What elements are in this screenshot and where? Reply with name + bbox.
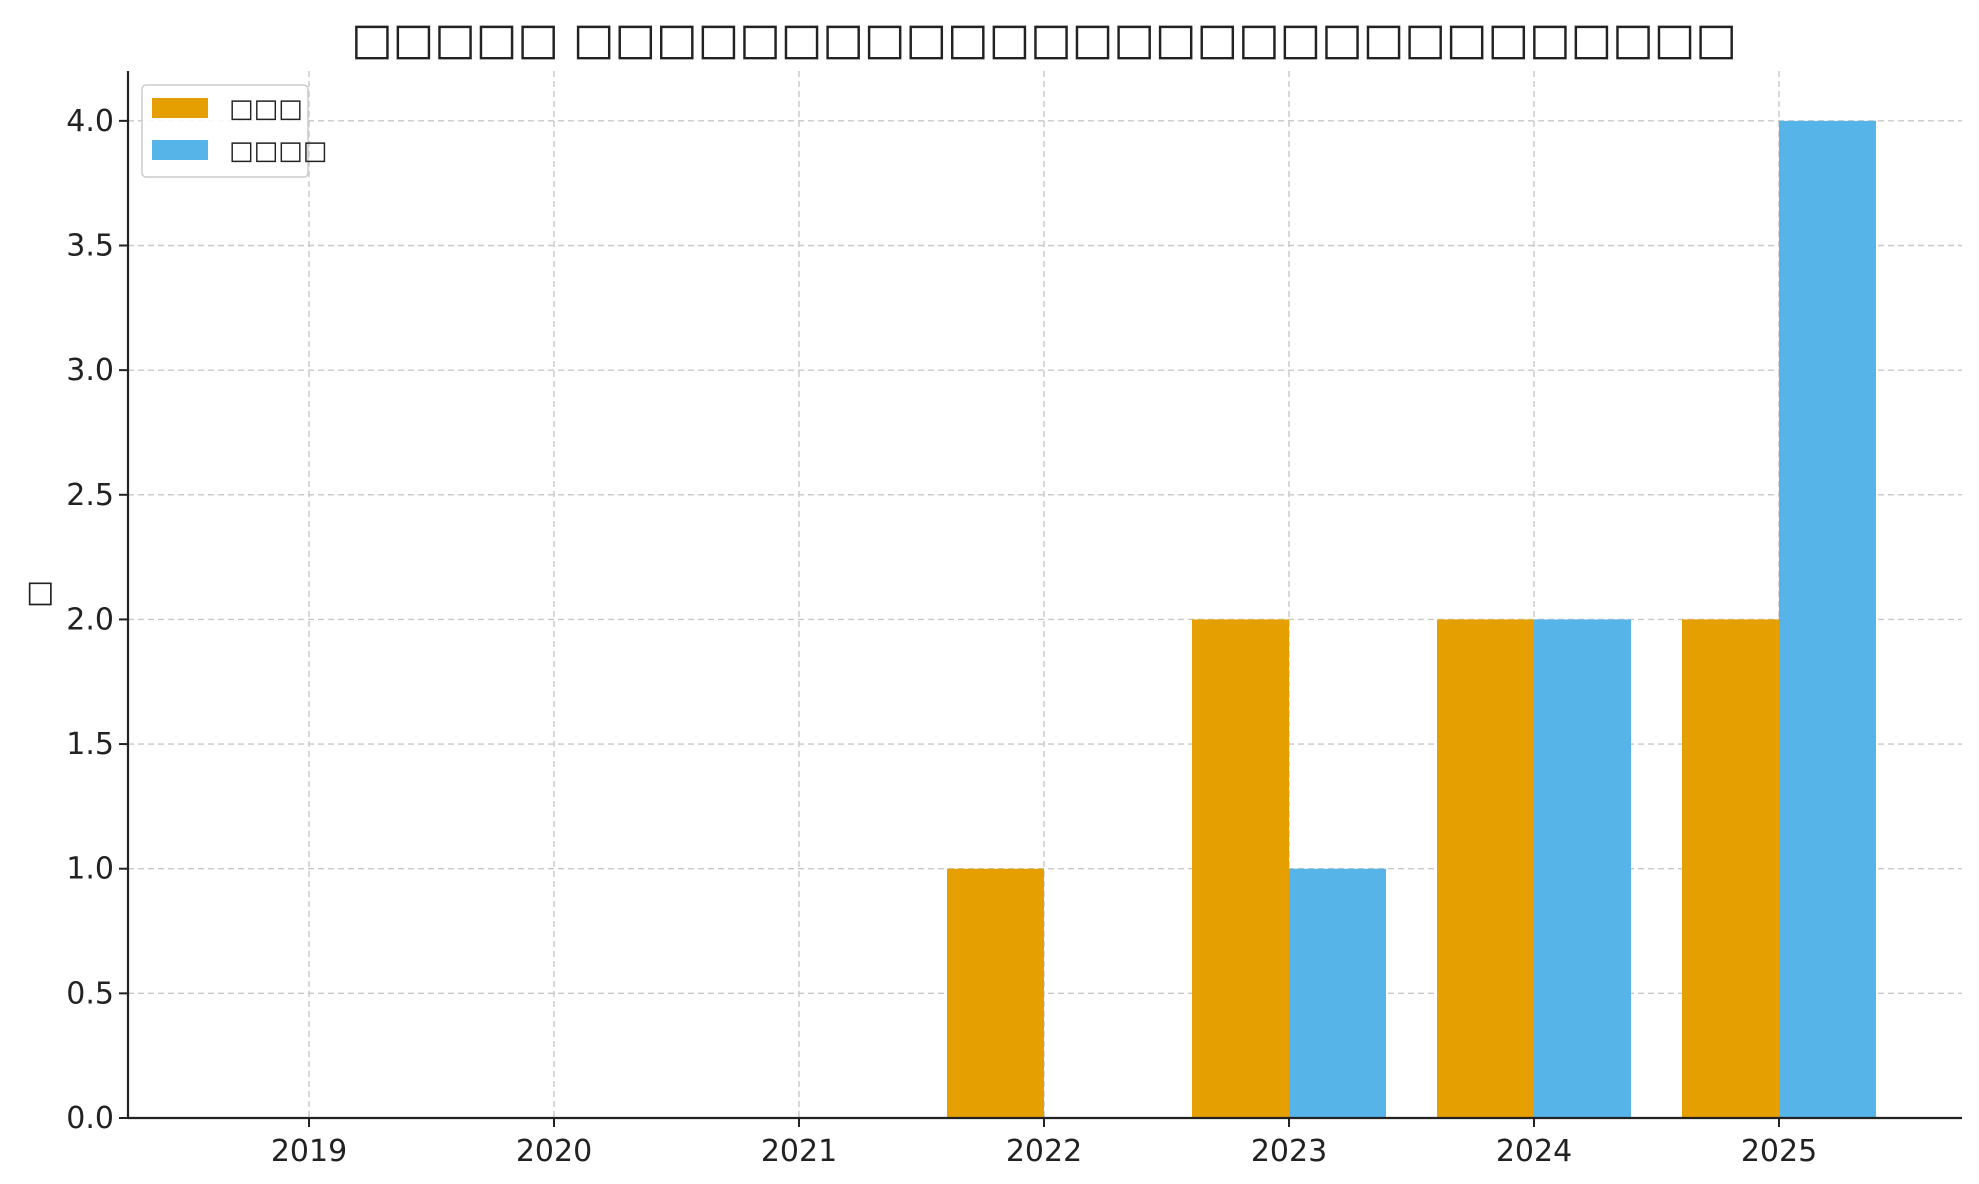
y-tick-label: 4.0 <box>66 104 114 139</box>
x-tick-label: 2024 <box>1496 1134 1572 1169</box>
x-tick-label: 2021 <box>761 1134 837 1169</box>
ticks: 0.0 0.5 1.0 1.5 2.0 2.5 3.0 3.5 4.0 2019 2020 2021 2… <box>66 104 1817 1169</box>
y-tick-label: 2.5 <box>66 478 114 513</box>
y-tick-label: 3.5 <box>66 229 114 264</box>
x-tick-label: 2019 <box>271 1134 347 1169</box>
x-tick-label: 2022 <box>1006 1134 1082 1169</box>
bar-2024-series-1 <box>1437 619 1534 1118</box>
x-tick-label: 2025 <box>1741 1134 1817 1169</box>
gridlines <box>128 71 1962 1119</box>
legend-swatch <box>152 98 208 118</box>
legend: □□□□□□□ <box>141 84 327 178</box>
legend-entries: □□□□□□□ <box>152 94 327 166</box>
bar-2023-series-1 <box>1192 619 1289 1118</box>
legend-label: □□□□ <box>229 136 327 166</box>
y-tick-label: 0.5 <box>66 976 114 1011</box>
y-tick-label: 2.0 <box>66 602 114 637</box>
bar-2025-series-1 <box>1682 619 1779 1118</box>
y-tick-label: 3.0 <box>66 353 114 388</box>
chart-title: □□□□□ □□□□□□□□□□□□□□□□□□□□□□□□□□□□ <box>351 14 1737 65</box>
y-tick-label: 1.5 <box>66 727 114 762</box>
y-axis-title: □ <box>21 580 56 608</box>
x-tick-label: 2020 <box>516 1134 592 1169</box>
bar-2024-series-2 <box>1534 619 1631 1118</box>
legend-swatch <box>152 140 208 160</box>
bars <box>947 120 1876 1119</box>
legend-label: □□□ <box>229 94 303 124</box>
y-tick-label: 0.0 <box>66 1101 114 1136</box>
bar-2023-series-2 <box>1289 868 1386 1118</box>
bar-2022-series-1 <box>947 868 1044 1118</box>
x-tick-label: 2023 <box>1251 1134 1327 1169</box>
bar-2025-series-2 <box>1779 120 1876 1119</box>
y-tick-label: 1.0 <box>66 852 114 887</box>
